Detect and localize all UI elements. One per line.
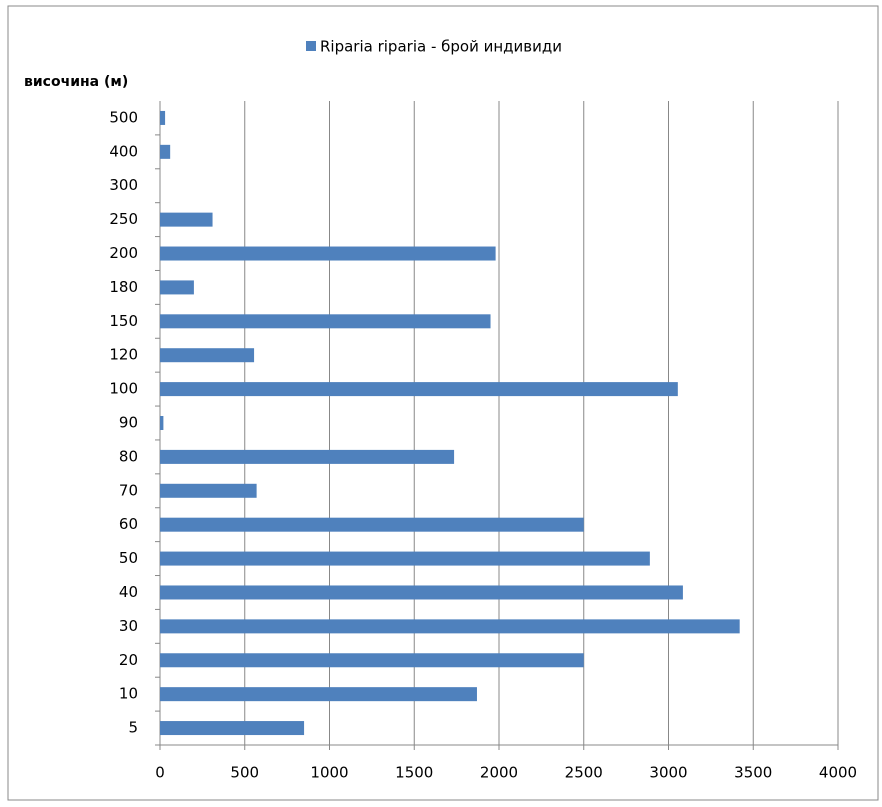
y-tick-label: 150 (109, 312, 138, 330)
y-tick-label: 10 (119, 685, 138, 703)
x-tick-label: 4000 (819, 764, 857, 782)
bar (160, 110, 166, 125)
x-tick-label: 3500 (734, 764, 772, 782)
bar (160, 585, 683, 600)
chart-frame (7, 5, 879, 801)
y-tick-label: 200 (109, 244, 138, 262)
x-tick-label: 2000 (480, 764, 518, 782)
x-tick-label: 1000 (310, 764, 348, 782)
bar (160, 416, 164, 430)
y-tick-label: 20 (119, 651, 138, 669)
y-tick-label: 250 (109, 210, 138, 228)
legend-swatch (306, 41, 316, 51)
y-tick-label: 500 (109, 108, 138, 126)
y-tick-label: 50 (119, 549, 138, 567)
x-tick-label: 2500 (565, 764, 603, 782)
y-tick-label: 120 (109, 346, 138, 364)
bar (160, 483, 257, 498)
y-axis-label: височина (м) (24, 74, 128, 90)
x-tick-label: 3000 (649, 764, 687, 782)
bar (160, 144, 171, 159)
y-tick-label: 100 (109, 380, 138, 398)
x-tick-label: 500 (230, 764, 259, 782)
bar (160, 517, 584, 532)
bar (160, 314, 491, 329)
bar (160, 246, 496, 261)
y-tick-label: 5 (128, 719, 138, 737)
bar (160, 212, 213, 227)
bar (160, 653, 584, 668)
bar (160, 449, 455, 464)
y-tick-label: 80 (119, 447, 138, 465)
bar (160, 721, 305, 736)
y-tick-label: 400 (109, 142, 138, 160)
bar (160, 687, 477, 702)
bar (160, 551, 650, 566)
y-tick-label: 60 (119, 515, 138, 533)
y-tick-label: 90 (119, 414, 138, 432)
y-tick-label: 300 (109, 176, 138, 194)
x-tick-label: 0 (155, 764, 165, 782)
y-tick-label: 180 (109, 278, 138, 296)
bar (160, 280, 194, 295)
bar (160, 619, 740, 634)
y-tick-label: 70 (119, 481, 138, 499)
y-tick-label: 40 (119, 583, 138, 601)
bar (160, 382, 678, 397)
legend-label: Riparia riparia - брой индивиди (320, 38, 562, 56)
x-tick-label: 1500 (395, 764, 433, 782)
y-tick-label: 30 (119, 617, 138, 635)
bar (160, 348, 255, 363)
